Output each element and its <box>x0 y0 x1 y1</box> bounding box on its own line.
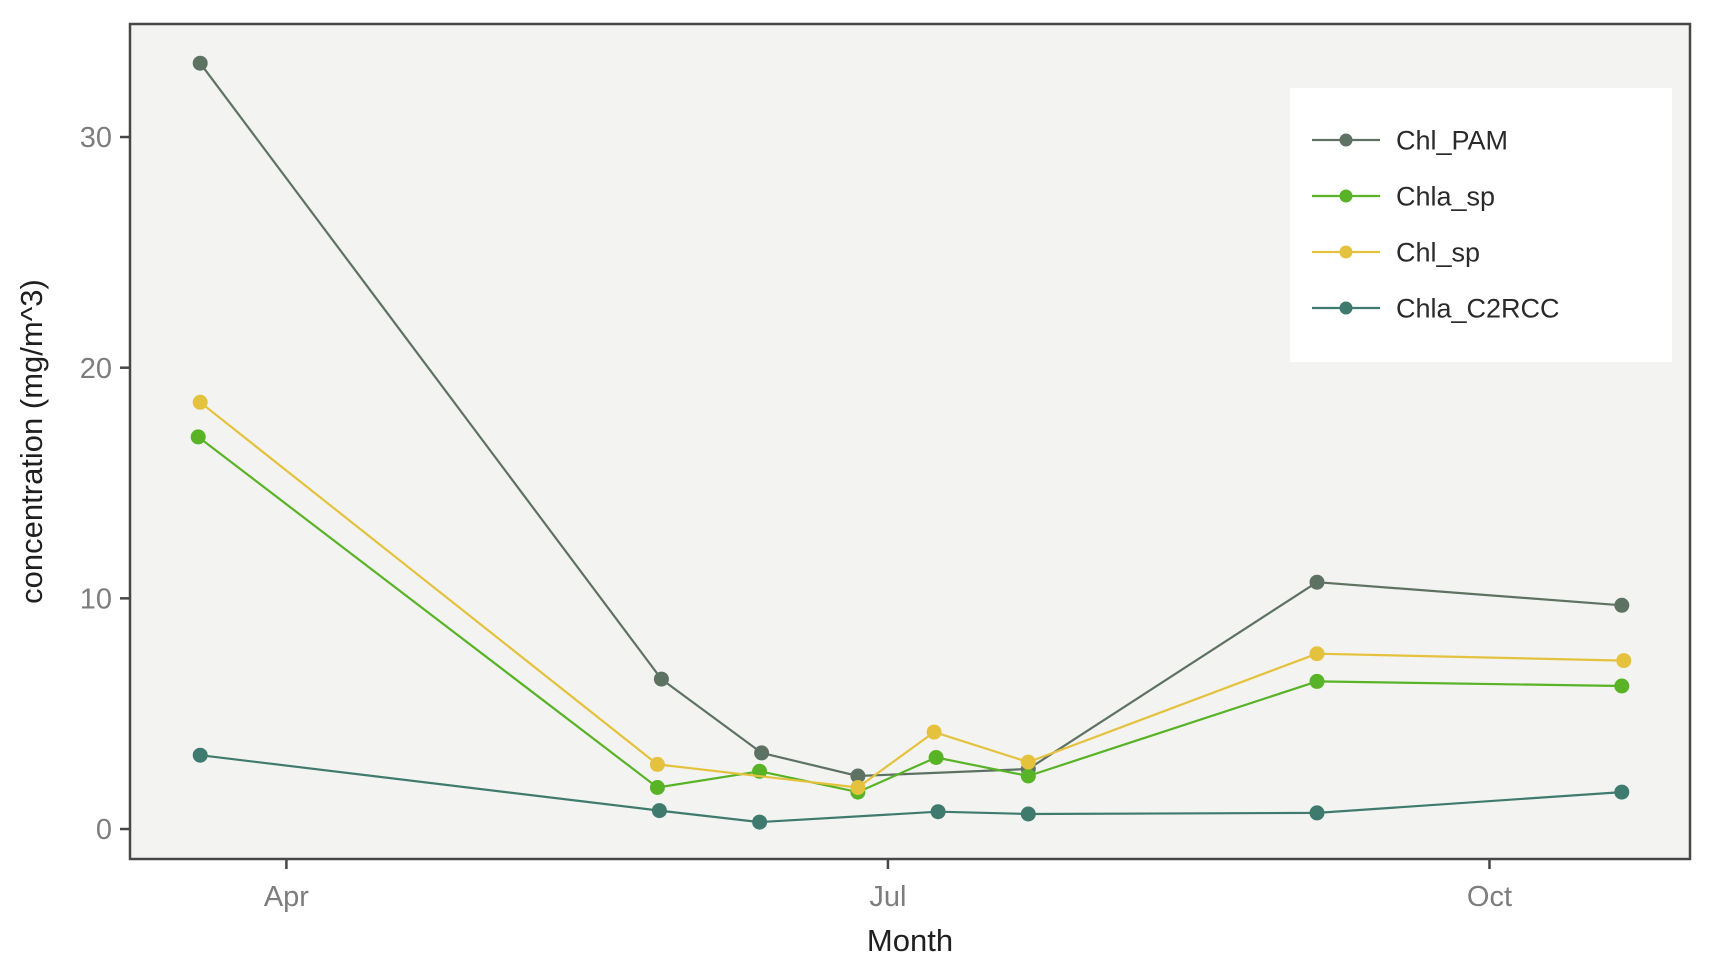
data-point-Chla_C2RCC <box>651 803 667 819</box>
x-tick-label: Oct <box>1467 881 1512 913</box>
x-tick-label: Jul <box>869 881 906 913</box>
y-tick-label: 20 <box>80 353 112 385</box>
data-point-Chl_sp <box>850 780 866 795</box>
panel-border <box>128 22 1692 861</box>
series-line-Chla_sp <box>197 436 1622 794</box>
x-tick-label: Apr <box>264 881 309 913</box>
data-point-Chl_sp <box>1309 646 1325 662</box>
data-point-Chla_sp <box>1309 673 1325 689</box>
data-point-Chl_sp <box>192 394 208 410</box>
data-point-Chla_sp <box>1020 768 1036 784</box>
data-point-Chla_C2RCC <box>1614 784 1630 800</box>
y-tick-label: 10 <box>80 584 112 616</box>
data-point-Chla_sp <box>1614 678 1630 694</box>
data-point-Chl_PAM <box>850 768 866 784</box>
data-point-Chl_sp <box>926 724 942 740</box>
data-point-Chla_sp <box>190 429 206 445</box>
data-point-Chla_sp <box>649 780 665 795</box>
data-point-Chla_C2RCC <box>1309 805 1325 821</box>
data-point-Chl_sp <box>1020 754 1036 770</box>
data-point-Chla_C2RCC <box>192 747 208 763</box>
legend-label-Chla_C2RCC: Chla_C2RCC <box>1396 293 1560 323</box>
legend-key-point-Chl_sp <box>1339 245 1353 259</box>
legend-label-Chl_sp: Chl_sp <box>1396 237 1480 267</box>
data-point-Chl_PAM <box>192 55 208 71</box>
legend-key-point-Chla_sp <box>1339 189 1353 203</box>
data-point-Chl_PAM <box>1309 574 1325 590</box>
data-point-Chla_C2RCC <box>930 804 946 820</box>
legend-label-Chla_sp: Chla_sp <box>1396 181 1495 211</box>
data-point-Chla_C2RCC <box>752 814 768 830</box>
data-point-Chla_C2RCC <box>1020 806 1036 822</box>
legend-key-point-Chl_PAM <box>1339 133 1353 147</box>
data-point-Chla_sp <box>928 750 944 765</box>
data-point-Chl_PAM <box>1614 597 1630 613</box>
legend-label-Chl_PAM: Chl_PAM <box>1396 125 1508 155</box>
y-tick-label: 0 <box>96 814 112 846</box>
legend-box <box>1290 88 1672 362</box>
legend-key-point-Chla_C2RCC <box>1339 301 1353 315</box>
y-axis-title: concentration (mg/m^3) <box>14 279 49 604</box>
data-point-Chl_PAM <box>754 745 770 761</box>
y-tick-label: 30 <box>80 122 112 154</box>
data-point-Chl_sp <box>649 756 665 772</box>
x-axis-title: Month <box>867 923 953 958</box>
data-point-Chl_PAM <box>653 671 669 687</box>
data-point-Chl_sp <box>1616 653 1632 669</box>
